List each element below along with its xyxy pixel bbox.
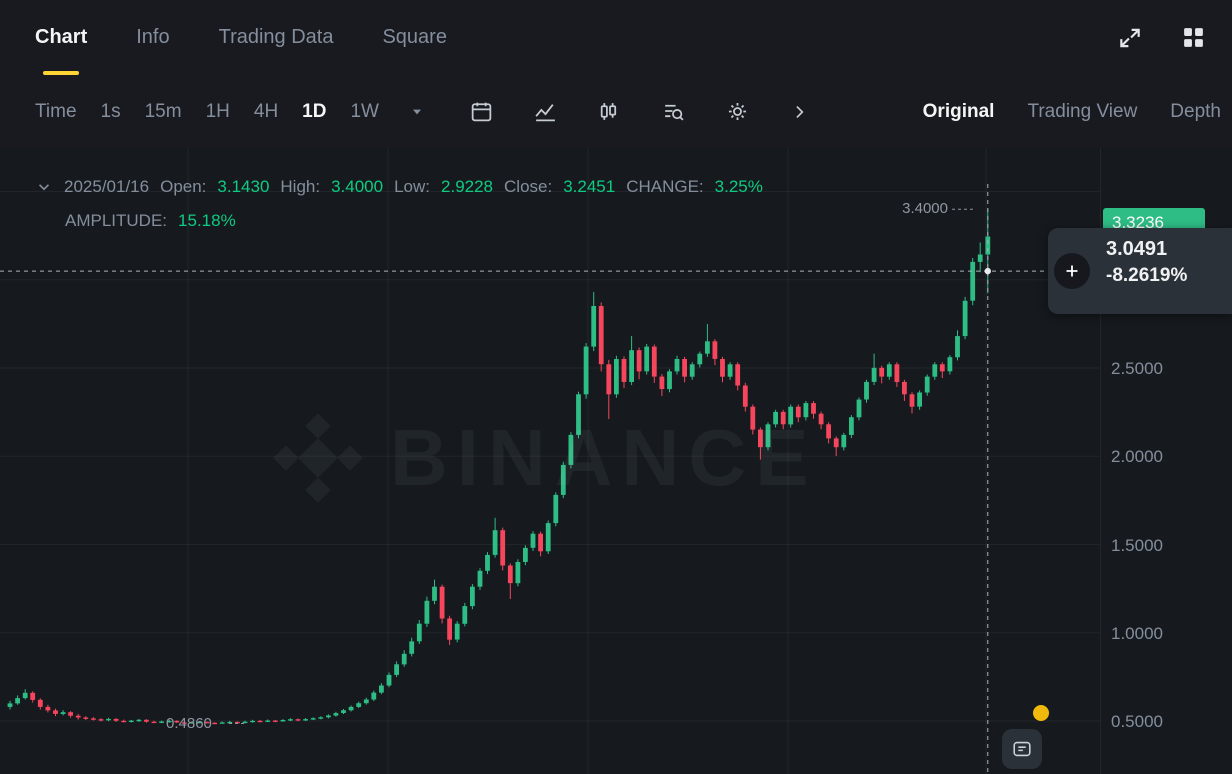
fullscreen-icon[interactable]: [1117, 25, 1143, 51]
calendar-icon[interactable]: [469, 99, 494, 124]
crosshair-price-tooltip: 3.0491 -8.2619%: [1048, 228, 1232, 315]
high-price-marker: 3.4000: [902, 200, 948, 218]
chevron-right-glyph: [796, 105, 804, 118]
news-feed-button[interactable]: [1002, 729, 1042, 769]
ohlc-close-label: Close:: [504, 177, 553, 196]
price-axis-label: 2.0000: [1111, 447, 1163, 467]
tab-info[interactable]: Info: [136, 26, 170, 48]
tab-bar: Chart Info Trading Data Square: [35, 0, 447, 75]
top-nav-actions: [1117, 0, 1206, 75]
ohlc-high-value: 3.4000: [331, 177, 384, 196]
view-original[interactable]: Original: [922, 100, 995, 122]
chart-toolbar: Time 1s 15m 1H 4H 1D 1W: [0, 75, 1232, 148]
ohlc-row-2: AMPLITUDE: 15.18%: [36, 204, 763, 238]
add-alert-button[interactable]: [1054, 253, 1090, 290]
interval-dropdown-icon[interactable]: [409, 104, 425, 120]
interval-1s[interactable]: 1s: [100, 100, 121, 122]
collapse-chevron-icon[interactable]: [36, 179, 52, 195]
price-axis-label: 1.0000: [1111, 623, 1163, 643]
crosshair-change-value: -8.2619%: [1106, 265, 1188, 287]
interval-1d[interactable]: 1D: [302, 100, 327, 122]
calendar-glyph: [471, 102, 492, 122]
view-trading-view[interactable]: Trading View: [1027, 100, 1138, 122]
interval-time[interactable]: Time: [35, 100, 77, 122]
interval-4h[interactable]: 4H: [253, 100, 279, 122]
chart-view-switcher: Original Trading View Depth: [923, 101, 1221, 123]
ohlc-open-value: 3.1430: [217, 177, 270, 196]
view-depth[interactable]: Depth: [1170, 100, 1221, 122]
candlestick-chart[interactable]: [0, 148, 1232, 774]
apps-grid-glyph: [1184, 28, 1203, 47]
fullscreen-arrows-glyph: [1120, 28, 1140, 47]
price-axis[interactable]: 2.5000 2.0000 1.5000 1.0000 0.5000 3.3236: [1100, 148, 1232, 774]
interval-1w[interactable]: 1W: [350, 100, 379, 122]
ohlc-low-value: 2.9228: [441, 177, 494, 196]
candlestick-glyph: [600, 103, 617, 120]
tab-square[interactable]: Square: [382, 26, 447, 48]
crosshair-price-value: 3.0491: [1106, 238, 1168, 261]
low-price-marker: 0.4860: [166, 715, 212, 733]
price-axis-label: 0.5000: [1111, 712, 1163, 731]
feed-glyph: [1013, 741, 1031, 757]
price-axis-label: 2.5000: [1111, 359, 1163, 378]
tab-trading-data[interactable]: Trading Data: [218, 26, 334, 48]
indicators-icon[interactable]: [661, 99, 686, 124]
notification-dot: [1033, 705, 1049, 721]
ohlc-amplitude-value: 15.18%: [178, 211, 236, 230]
chevron-right-icon[interactable]: [789, 102, 809, 122]
ohlc-date: 2025/01/16: [64, 177, 150, 196]
chevron-down-glyph: [38, 184, 50, 191]
candlestick-icon[interactable]: [597, 99, 622, 124]
gear-glyph: [728, 102, 747, 121]
ohlc-high-label: High:: [280, 177, 321, 196]
price-axis-label: 1.5000: [1111, 535, 1163, 555]
interval-15m[interactable]: 15m: [144, 100, 182, 122]
ohlc-readout: 2025/01/16 Open: 3.1430 High: 3.4000 Low…: [36, 170, 763, 238]
indicators-glyph: [665, 104, 684, 121]
ohlc-change-label: CHANGE:: [626, 177, 704, 196]
apps-grid-icon[interactable]: [1181, 25, 1206, 50]
tab-chart[interactable]: Chart: [35, 0, 87, 75]
ohlc-change-value: 3.25%: [714, 177, 763, 196]
line-chart-glyph: [535, 104, 555, 122]
ohlc-low-label: Low:: [394, 177, 431, 196]
chart-area[interactable]: BINANCE 2025/01/16 Open: 3.1430 High: 3.…: [0, 148, 1232, 774]
ohlc-row-1: 2025/01/16 Open: 3.1430 High: 3.4000 Low…: [36, 170, 763, 204]
top-nav: Chart Info Trading Data Square: [0, 0, 1232, 75]
interval-selector: Time 1s 15m 1H 4H 1D 1W: [35, 101, 379, 123]
gear-icon[interactable]: [725, 99, 750, 124]
ohlc-amplitude-label: AMPLITUDE:: [65, 211, 168, 230]
line-chart-icon[interactable]: [533, 99, 558, 124]
caret-down-glyph: [412, 109, 421, 114]
interval-1h[interactable]: 1H: [205, 100, 230, 122]
ohlc-close-value: 3.2451: [563, 177, 616, 196]
ohlc-open-label: Open:: [160, 177, 207, 196]
chart-tools: [469, 99, 809, 124]
plus-icon: [1066, 265, 1078, 277]
